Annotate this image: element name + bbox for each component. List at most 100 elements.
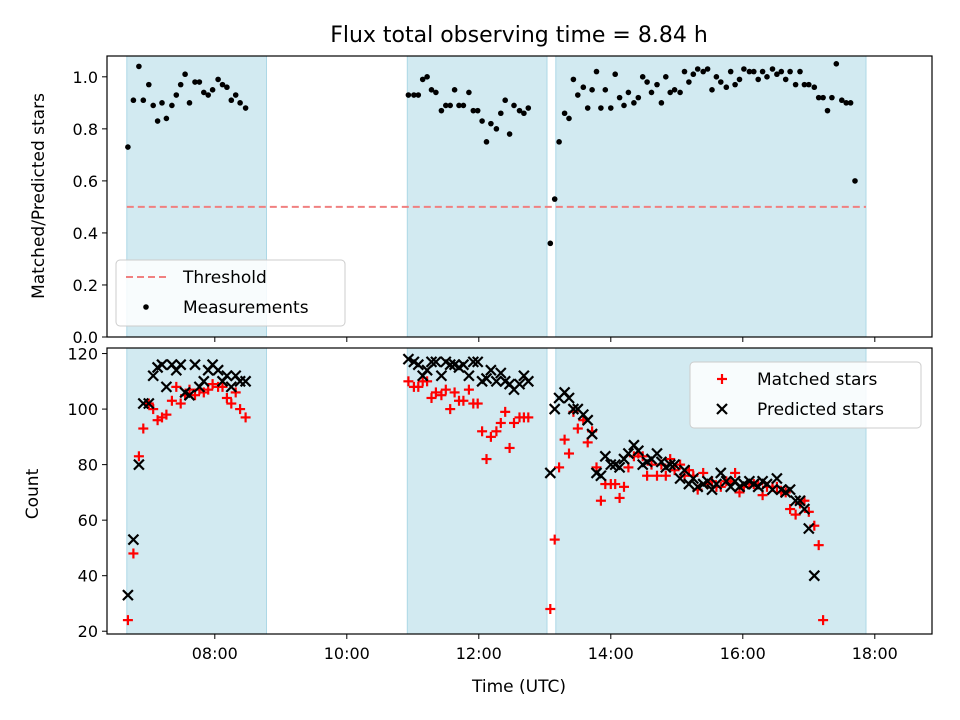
measurement-point: [479, 118, 485, 124]
legend-plus-marker: [717, 374, 727, 384]
predicted-stars-point-b: [444, 358, 456, 371]
predicted-stars-point-b: [674, 472, 686, 485]
predicted-stars-point: [225, 381, 238, 393]
measurement-point: [824, 107, 831, 114]
predicted-stars-point: [485, 364, 497, 376]
legend-predicted-swatch: [716, 403, 728, 415]
measurement-point: [224, 84, 230, 91]
predicted-stars-point-b: [808, 569, 821, 582]
matched-stars-point: [235, 404, 246, 415]
measurement-point: [551, 196, 558, 202]
predicted-stars-point-b: [225, 381, 238, 393]
predicted-stars-point-b: [457, 358, 470, 371]
predicted-stars-point: [674, 472, 686, 485]
measurement-point: [608, 105, 614, 111]
measurement-point: [635, 94, 642, 101]
matched-stars-point: [572, 423, 583, 434]
matched-stars-point: [614, 492, 625, 503]
measurement-point: [644, 79, 650, 85]
predicted-stars-point: [567, 403, 580, 415]
measurement-point: [163, 115, 170, 122]
matched-stars-point: [730, 467, 741, 478]
predicted-stars-point: [599, 450, 612, 463]
measurement-point: [570, 76, 577, 83]
predicted-stars-point-b: [425, 356, 438, 368]
predicted-stars-point: [444, 358, 456, 371]
matched-stars-point: [477, 426, 488, 437]
measurement-point: [433, 89, 439, 96]
measurement-point: [843, 100, 849, 106]
measurement-point: [704, 66, 711, 72]
measurement-point: [177, 81, 184, 88]
measurement-point: [723, 84, 730, 91]
measurement-point: [621, 102, 627, 109]
matched-stars-point: [790, 509, 801, 520]
measurement-point: [438, 107, 445, 114]
predicted-stars-point: [544, 467, 557, 479]
matched-stars-point: [463, 384, 474, 395]
y-tick-label: 0.4: [73, 224, 98, 243]
matched-stars-point: [549, 534, 560, 545]
measurement-point: [811, 84, 818, 91]
measurement-point: [154, 118, 161, 124]
predicted-stars-point-b: [771, 472, 783, 485]
measurement-point: [639, 74, 646, 80]
matched-stars-point: [166, 395, 177, 406]
matched-stars-point: [559, 434, 570, 445]
predicted-stars-point-b: [133, 458, 145, 471]
matched-stars-point: [175, 398, 186, 409]
predicted-stars-point-b: [572, 403, 584, 415]
predicted-stars-point-b: [664, 458, 676, 471]
predicted-stars-point: [189, 358, 201, 371]
measurement-point: [150, 102, 156, 109]
predicted-stars-point-b: [599, 450, 612, 463]
measurement-point: [598, 105, 604, 111]
measurement-point: [242, 105, 249, 111]
predicted-stars-point-b: [784, 483, 796, 496]
predicted-stars-point: [766, 483, 779, 496]
matched-stars-point: [413, 381, 424, 392]
measurement-point: [511, 102, 517, 109]
predicted-stars-point: [147, 369, 159, 382]
top-y-axis-label: Matched/Predicted stars: [29, 93, 49, 299]
measurement-point: [215, 76, 221, 83]
predicted-stars-point-b: [147, 369, 159, 382]
predicted-stars-point: [239, 375, 252, 388]
matched-stars-point: [610, 479, 621, 490]
predicted-stars-point: [471, 356, 484, 368]
predicted-stars-point-b: [198, 375, 210, 388]
predicted-stars-point: [513, 378, 526, 390]
predicted-stars-point: [563, 392, 575, 404]
predicted-stars-point-b: [632, 444, 645, 457]
measurement-point: [759, 68, 766, 75]
measurement-point: [130, 97, 137, 104]
matched-stars-point: [138, 423, 149, 434]
predicted-stars-point-b: [701, 475, 714, 488]
matched-stars-point: [554, 462, 565, 473]
matched-stars-point: [803, 506, 814, 517]
measurement-point: [774, 71, 780, 78]
measurement-point: [801, 81, 808, 88]
matched-stars-point: [652, 470, 662, 481]
measurement-point: [521, 110, 527, 117]
predicted-stars-point-b: [408, 356, 420, 368]
predicted-stars-point-b: [467, 356, 480, 368]
measurement-point: [424, 74, 430, 80]
measurement-point: [201, 89, 207, 96]
measurement-point: [792, 81, 799, 88]
predicted-stars-point-b: [421, 364, 433, 376]
measurement-point: [732, 81, 738, 88]
shaded-interval: [406, 55, 548, 338]
measurement-point: [654, 81, 660, 88]
measurement-point: [466, 89, 472, 96]
predicted-stars-point: [622, 447, 635, 460]
predicted-stars-point: [457, 358, 470, 371]
measurement-point: [820, 94, 826, 101]
x-tick-label: 10:00: [324, 644, 370, 663]
predicted-stars-point-b: [221, 369, 233, 382]
predicted-stars-point-b: [463, 369, 475, 382]
predicted-stars-point: [490, 375, 503, 388]
axes-frame: [106, 347, 933, 635]
measurement-point: [709, 87, 715, 93]
measurement-point: [602, 87, 609, 93]
